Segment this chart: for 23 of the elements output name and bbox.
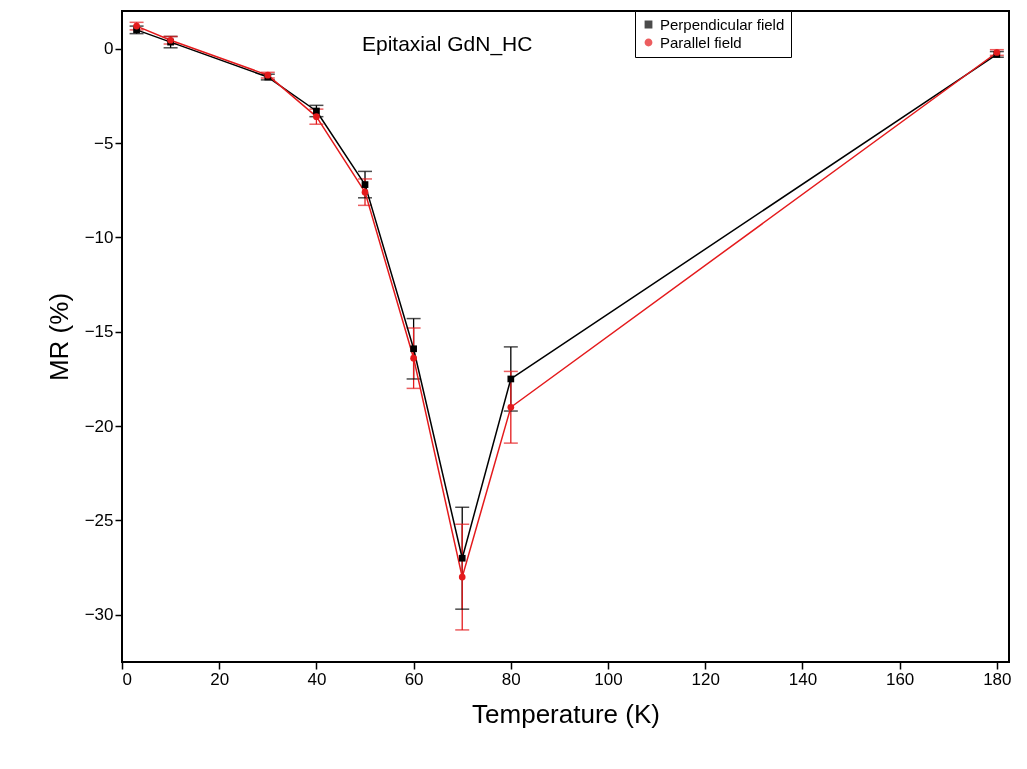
point <box>313 113 320 121</box>
legend-label: Perpendicular field <box>660 15 785 33</box>
x-axis-title: Temperature (K) <box>472 698 660 729</box>
y-tick-label: 0 <box>104 39 114 59</box>
x-tick-label: 100 <box>594 669 623 689</box>
y-axis-title: MR (%) <box>43 292 74 382</box>
x-tick-label: 20 <box>210 669 230 689</box>
x-tick-label: 60 <box>404 669 424 689</box>
y-tick-label: −30 <box>84 605 114 625</box>
x-tick-label: 40 <box>307 669 327 689</box>
y-tick-label: −5 <box>94 133 114 153</box>
x-tick-label: 80 <box>501 669 521 689</box>
x-tick-label: 120 <box>691 669 720 689</box>
y-tick-label: −25 <box>84 510 114 530</box>
x-tick-label: 140 <box>788 669 818 689</box>
annotation: Epitaxial GdN_HC <box>362 32 533 56</box>
x-tick-label: 0 <box>122 669 132 689</box>
y-tick-label: −20 <box>84 416 114 436</box>
y-tick-label: −15 <box>84 322 114 342</box>
x-tick-label: 180 <box>983 669 1012 689</box>
x-tick-label: 160 <box>885 669 915 689</box>
legend-label: Parallel field <box>660 33 742 51</box>
y-tick-label: −10 <box>84 227 114 247</box>
